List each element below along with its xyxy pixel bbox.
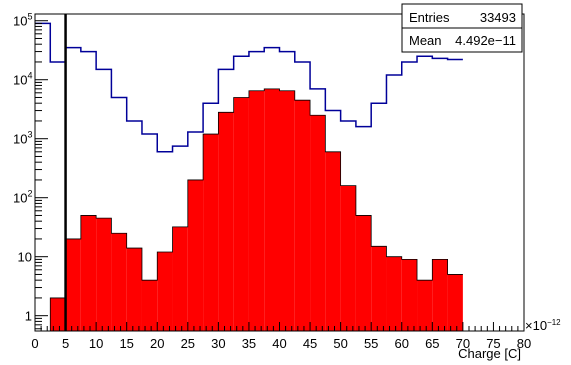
x-tick-label: 60 — [395, 336, 409, 351]
filled-bar — [355, 215, 372, 331]
filled-bar — [325, 151, 341, 331]
filled-bar — [417, 280, 433, 331]
outline-histogram — [35, 22, 463, 153]
filled-bar — [248, 90, 265, 331]
filled-bar — [264, 88, 280, 331]
filled-bar — [172, 226, 188, 331]
x-tick-label: 10 — [89, 336, 103, 351]
filled-bar — [157, 252, 173, 331]
x-tick-label: 45 — [303, 336, 317, 351]
filled-bar — [233, 97, 249, 331]
x-tick-label: 20 — [150, 336, 164, 351]
filled-bar — [371, 246, 387, 331]
x-tick-label: 30 — [211, 336, 225, 351]
y-tick-label: 1 — [25, 309, 32, 324]
x-tick-label: 35 — [242, 336, 256, 351]
filled-bar — [111, 233, 127, 331]
x-tick-label: 80 — [517, 336, 531, 351]
x-axis-label: Charge [C] — [458, 346, 521, 361]
filled-bar — [386, 256, 402, 331]
filled-histogram — [35, 88, 463, 332]
filled-bar — [279, 90, 295, 331]
y-tick-label: 103 — [13, 130, 32, 147]
filled-bar — [447, 274, 463, 331]
x-axis: 0 5 10 15 20 25 30 35 40 45 50 55 60 65 70 75 80 — [31, 322, 531, 351]
x-tick-label: 50 — [333, 336, 347, 351]
x-multiplier: ×10−12 — [525, 318, 561, 333]
x-tick-label: 0 — [31, 336, 38, 351]
stats-entries-label: Entries — [409, 10, 450, 25]
filled-bar — [96, 218, 112, 331]
filled-bar — [203, 134, 219, 331]
stats-box: Entries 33493 Mean 4.492e−11 — [401, 3, 523, 53]
filled-bar — [401, 259, 418, 331]
filled-bar — [340, 185, 356, 331]
x-tick-label: 15 — [119, 336, 133, 351]
stats-entries-value: 33493 — [480, 10, 516, 25]
stats-mean-label: Mean — [409, 33, 442, 48]
filled-bar — [310, 115, 326, 331]
y-tick-label: 104 — [13, 71, 32, 88]
filled-bar — [218, 112, 234, 331]
y-tick-label: 102 — [13, 189, 32, 206]
filled-bar — [50, 297, 66, 331]
x-tick-label: 65 — [425, 336, 439, 351]
filled-bar — [126, 248, 142, 331]
x-tick-label: 75 — [486, 336, 500, 351]
filled-bar — [187, 179, 204, 331]
filled-histogram-edge — [35, 88, 463, 332]
filled-bar — [141, 280, 158, 331]
filled-bar — [294, 100, 311, 331]
filled-bar — [80, 215, 97, 331]
y-axis: 1 10 102 103 104 105 — [13, 12, 48, 330]
x-tick-label: 25 — [181, 336, 195, 351]
y-tick-label: 105 — [13, 12, 32, 29]
x-tick-label: 5 — [62, 336, 69, 351]
filled-bar — [65, 238, 81, 331]
x-tick-label: 40 — [272, 336, 286, 351]
y-tick-label: 10 — [18, 250, 32, 265]
x-tick-label: 55 — [364, 336, 378, 351]
filled-bar — [432, 259, 448, 331]
stats-mean-value: 4.492e−11 — [455, 33, 516, 48]
x-tick-label: 70 — [456, 336, 470, 351]
outline-series-line — [35, 22, 463, 153]
